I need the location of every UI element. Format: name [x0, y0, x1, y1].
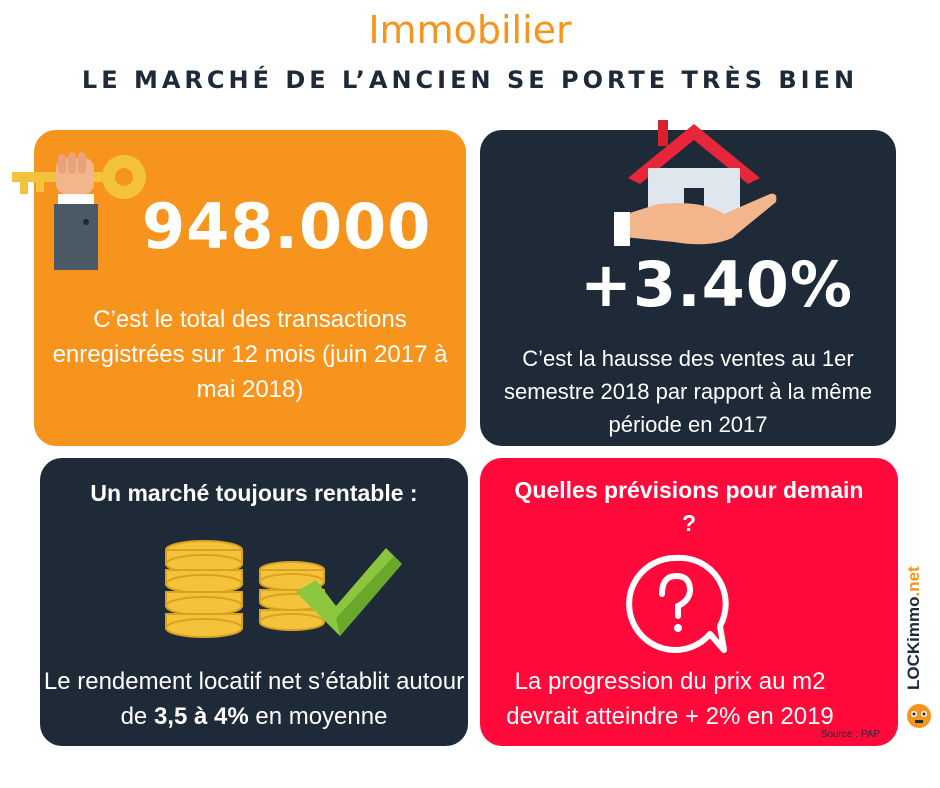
- key-in-hand-icon: [12, 152, 146, 270]
- coins-check-icon: [165, 540, 402, 638]
- card-sales-increase: +3.40% C’est la hausse des ventes au 1er…: [480, 120, 896, 446]
- transactions-text: C’est le total des transactions enregist…: [52, 306, 448, 403]
- lockimmo-mascot-icon: [907, 704, 931, 728]
- sales-increase-text: C’est la hausse des ventes au 1er semest…: [503, 346, 873, 437]
- card-forecast: Quelles prévisions pour demain ? La prog…: [480, 458, 898, 746]
- kicker-title: Immobilier: [368, 8, 572, 52]
- rentable-text: Le rendement locatif net s’établit autou…: [43, 668, 465, 730]
- sales-increase-percent: +3.40%: [580, 248, 854, 321]
- rentable-heading: Un marché toujours rentable :: [90, 480, 418, 506]
- headline: LE MARCHÉ DE L’ANCIEN SE PORTE TRÈS BIEN: [81, 66, 859, 94]
- forecast-heading: Quelles prévisions pour demain ?: [514, 477, 864, 536]
- house-in-hand-icon: [614, 120, 777, 246]
- forecast-text: La progression du prix au m2 devrait att…: [506, 668, 834, 730]
- transactions-total: 948.000: [142, 190, 432, 263]
- source-note: Source : PAP: [820, 729, 880, 740]
- yield-range: 3,5 à 4%: [153, 703, 249, 730]
- brand-logo: LOCKimmo.net: [904, 566, 923, 690]
- card-transactions: 948.000 C’est le total des transactions …: [12, 130, 466, 446]
- question-bubble-icon: [626, 554, 729, 653]
- card-rentable: Un marché toujours rentable : Le rendeme…: [40, 458, 468, 746]
